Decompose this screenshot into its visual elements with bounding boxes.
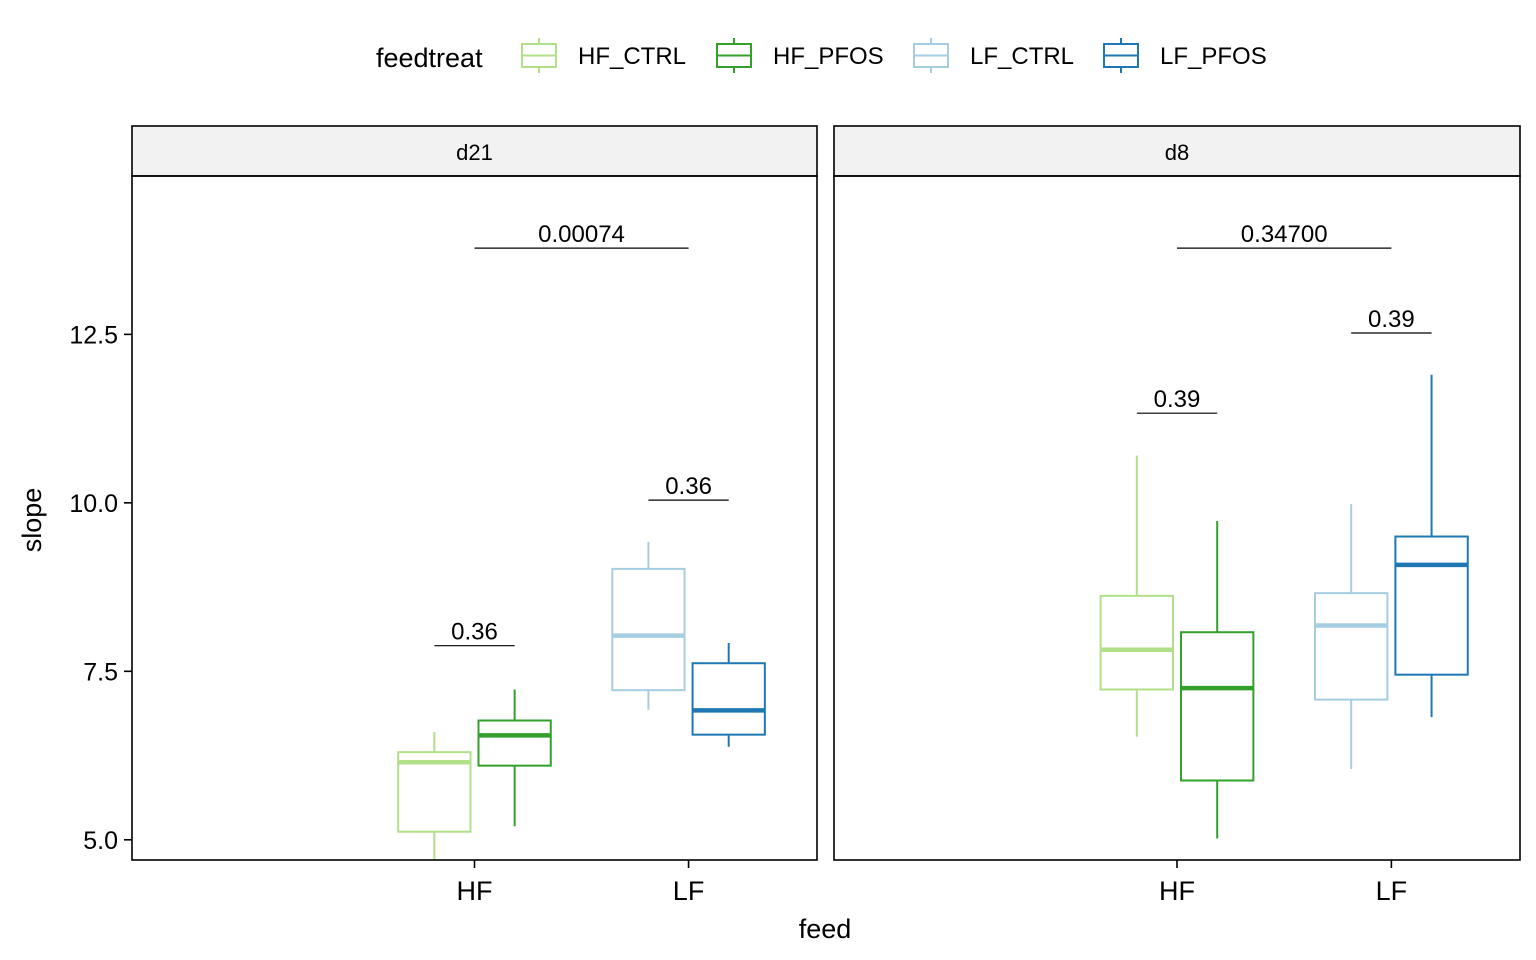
- p-value-label: 0.00074: [538, 221, 625, 248]
- significance-annotation: 0.39: [1136, 386, 1218, 414]
- strip-label: d21: [456, 140, 493, 165]
- panel-border: [131, 175, 818, 861]
- p-value-label: 0.34700: [1241, 221, 1328, 248]
- box-hf-pfos: [477, 689, 552, 827]
- p-value-label: 0.39: [1368, 306, 1415, 333]
- iqr-box: [477, 719, 552, 767]
- p-value-label: 0.36: [451, 619, 498, 646]
- iqr-box: [1313, 592, 1389, 701]
- legend-entry: LF_PFOS: [1103, 38, 1267, 73]
- y-axis: 5.0 7.5 10.0 12.5: [69, 321, 132, 855]
- strip-label: d8: [1165, 140, 1189, 165]
- iqr-box: [1099, 594, 1174, 691]
- legend-key: [716, 38, 752, 73]
- iqr-box: [691, 662, 766, 736]
- y-axis-label: slope: [17, 488, 47, 553]
- y-tick-label: 7.5: [83, 658, 118, 686]
- box-lf-pfos: [691, 643, 766, 747]
- box-lf-ctrl: [611, 541, 686, 710]
- x-tick-label: HF: [457, 876, 493, 906]
- facet-panel-d8: d8 0.39 0.39 0.34700: [833, 125, 1521, 861]
- significance-annotation: 0.34700: [1177, 221, 1392, 249]
- legend-label: HF_PFOS: [773, 43, 884, 70]
- legend: feedtreat HF_CTRL HF_PFOS LF_CTRL LF_PFOS: [376, 38, 1267, 73]
- iqr-box: [611, 567, 686, 692]
- box-lf-ctrl: [1313, 504, 1389, 770]
- y-tick-label: 10.0: [69, 490, 118, 518]
- legend-entry: HF_CTRL: [521, 38, 686, 73]
- box-lf-pfos: [1394, 374, 1469, 718]
- iqr-box: [397, 751, 472, 833]
- facet-panel-d21: d21 0.36 0.36 0.00074: [131, 125, 818, 861]
- x-tick-label: HF: [1159, 876, 1195, 906]
- legend-entry: LF_CTRL: [913, 38, 1074, 73]
- iqr-box: [1180, 631, 1255, 782]
- x-tick-label: LF: [1376, 876, 1408, 906]
- strip-background: [833, 125, 1521, 177]
- x-axis: HF LF HF LF: [457, 860, 1408, 906]
- legend-label: LF_PFOS: [1160, 43, 1267, 70]
- y-tick-label: 5.0: [83, 827, 118, 855]
- significance-annotation: 0.36: [434, 619, 515, 647]
- legend-key: [913, 38, 949, 73]
- x-tick-label: LF: [673, 876, 705, 906]
- strip-background: [131, 125, 818, 177]
- box-hf-pfos: [1180, 521, 1255, 839]
- legend-key: [521, 38, 557, 73]
- panel-border: [833, 175, 1521, 861]
- legend-label: LF_CTRL: [970, 43, 1074, 70]
- p-value-label: 0.39: [1154, 386, 1201, 413]
- box-hf-ctrl: [1099, 455, 1174, 737]
- legend-key: [1103, 38, 1139, 73]
- legend-label: HF_CTRL: [578, 43, 686, 70]
- significance-annotation: 0.00074: [474, 221, 689, 249]
- legend-title: feedtreat: [376, 43, 483, 73]
- box-hf-ctrl: [397, 731, 472, 860]
- legend-entry: HF_PFOS: [716, 38, 884, 73]
- significance-annotation: 0.39: [1351, 306, 1432, 334]
- iqr-box: [1394, 535, 1469, 676]
- y-tick-label: 12.5: [69, 321, 118, 349]
- significance-annotation: 0.36: [648, 473, 729, 501]
- p-value-label: 0.36: [665, 473, 712, 500]
- x-axis-label: feed: [799, 914, 852, 944]
